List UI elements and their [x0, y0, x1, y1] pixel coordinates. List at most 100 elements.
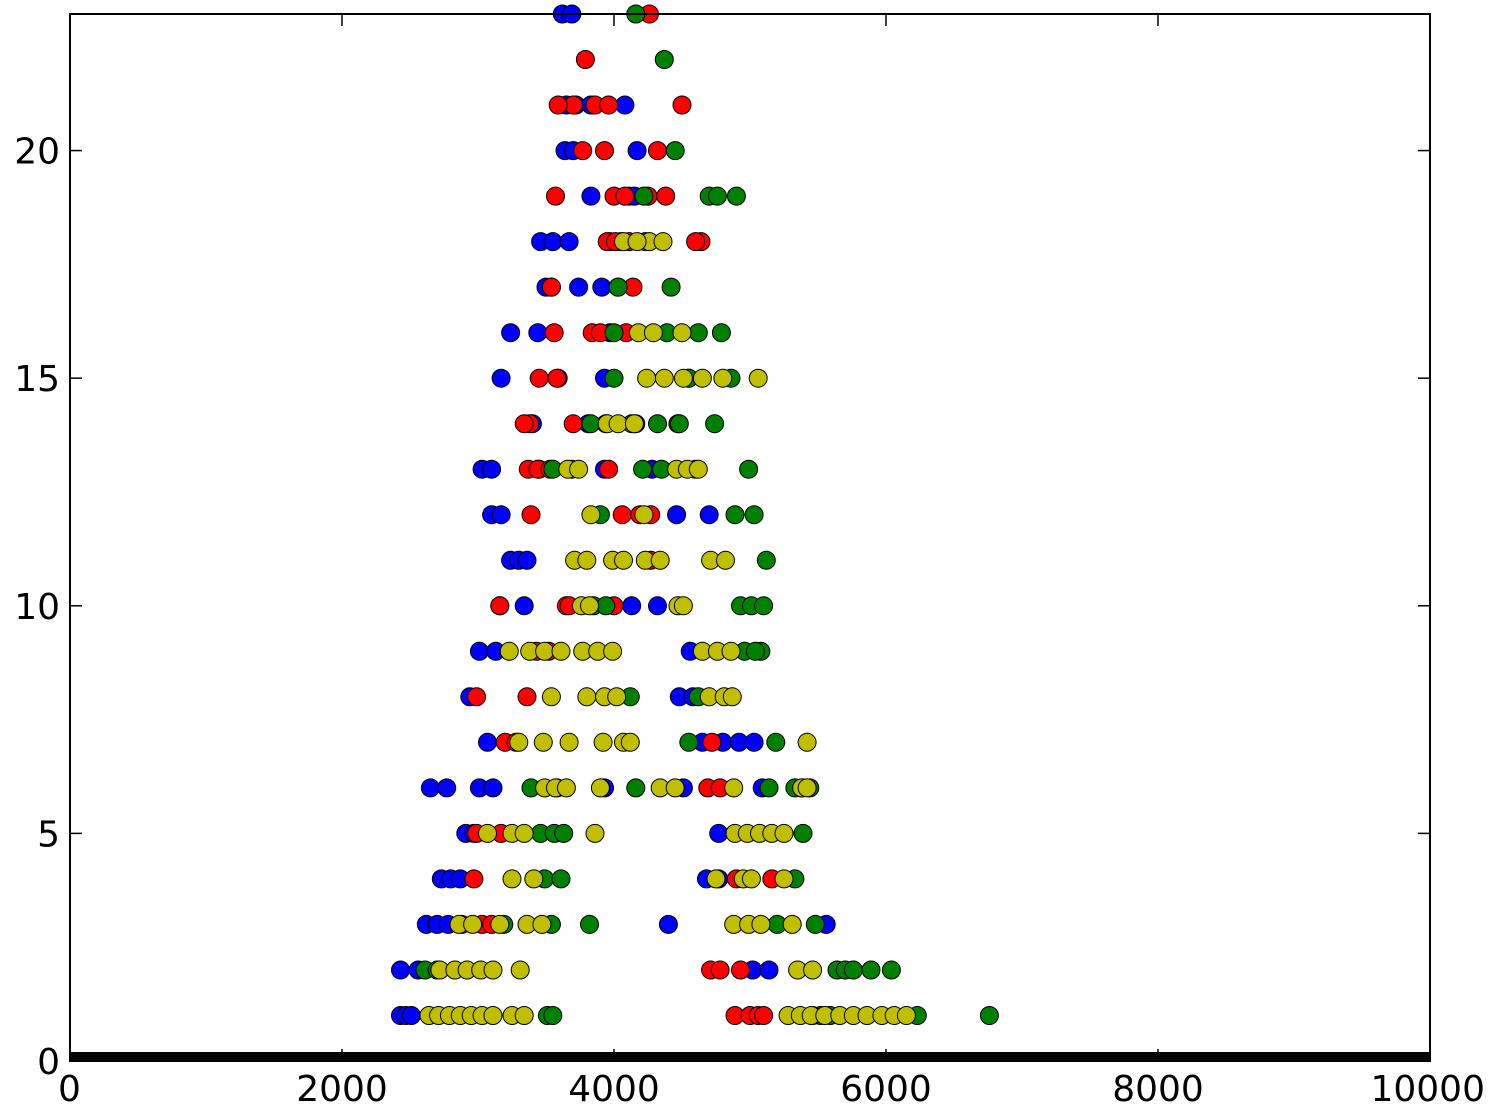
data-point-s2-11 — [843, 960, 863, 980]
axis-tick-labels: 0 2000 4000 6000 8000 10000 0 5 10 15 20 — [14, 132, 1485, 1108]
data-point-s3-45 — [585, 823, 605, 843]
data-point-s1-39 — [563, 414, 583, 434]
data-point-s2-41 — [596, 596, 616, 616]
data-point-s0-50 — [482, 459, 502, 479]
data-point-s1-21 — [517, 687, 537, 707]
data-point-s0-23 — [483, 778, 503, 798]
data-point-s2-32 — [759, 778, 779, 798]
data-point-s2-44 — [754, 596, 774, 616]
y-tick-label-4: 20 — [14, 132, 60, 173]
y-tick-label-1: 5 — [37, 814, 60, 855]
data-point-s0-3 — [391, 960, 410, 980]
data-point-s1-62 — [595, 141, 614, 161]
data-point-s0-2 — [401, 1006, 421, 1025]
data-point-s1-43 — [544, 323, 564, 343]
data-point-s1-68 — [672, 95, 692, 115]
data-point-s3-65 — [620, 732, 640, 752]
data-points — [391, 4, 999, 1025]
data-point-s2-72 — [707, 186, 727, 206]
data-point-s2-45 — [756, 550, 776, 570]
data-point-s0-39 — [514, 596, 534, 616]
data-point-s3-77 — [551, 641, 571, 661]
data-point-s0-27 — [478, 732, 497, 752]
data-point-s3-106 — [673, 368, 693, 388]
data-point-s2-51 — [633, 459, 653, 479]
data-point-s2-61 — [604, 368, 624, 388]
data-point-s0-47 — [667, 505, 687, 525]
data-point-s2-66 — [688, 323, 708, 343]
data-point-s3-26 — [803, 960, 823, 980]
data-point-s3-68 — [577, 687, 597, 707]
data-point-s0-35 — [469, 641, 489, 661]
data-point-s2-69 — [661, 277, 681, 297]
data-point-s3-60 — [509, 732, 529, 752]
data-point-s1-67 — [548, 95, 568, 115]
data-point-s3-113 — [643, 323, 663, 343]
y-tick-label-3: 15 — [14, 359, 60, 400]
data-point-s1-40 — [529, 368, 549, 388]
data-point-s3-40 — [741, 869, 761, 889]
data-point-s3-38 — [706, 869, 726, 889]
data-point-s3-87 — [673, 596, 693, 616]
data-point-s3-70 — [607, 687, 627, 707]
data-point-s1-30 — [612, 505, 632, 525]
x-tick-label-3: 6000 — [840, 1069, 932, 1108]
data-point-s3-8 — [514, 1006, 534, 1025]
data-point-s0-78 — [627, 141, 647, 161]
data-point-s3-57 — [724, 778, 744, 798]
data-point-s0-20 — [420, 778, 440, 798]
data-point-s0-31 — [744, 732, 764, 752]
data-point-s2-6 — [543, 1006, 563, 1025]
data-point-s0-10 — [658, 914, 678, 934]
data-point-s3-18 — [896, 1006, 916, 1025]
data-point-s1-66 — [599, 95, 619, 115]
data-point-s3-42 — [478, 823, 497, 843]
data-point-s0-61 — [501, 323, 521, 343]
data-point-s2-34 — [766, 732, 786, 752]
x-tick-label-2: 4000 — [568, 1069, 660, 1108]
y-tick-label-0: 0 — [37, 1042, 60, 1083]
data-point-s3-114 — [672, 323, 692, 343]
x-tick-label-1: 2000 — [296, 1069, 388, 1108]
data-point-s1-24 — [490, 596, 510, 616]
data-point-s2-28 — [626, 778, 646, 798]
data-point-s0-6 — [759, 960, 779, 980]
data-point-s0-58 — [491, 368, 511, 388]
data-point-s3-24 — [510, 960, 530, 980]
data-point-s2-33 — [679, 732, 699, 752]
data-point-s3-80 — [603, 641, 623, 661]
data-point-s3-23 — [483, 960, 503, 980]
data-point-s0-69 — [543, 232, 563, 252]
data-point-s3-97 — [634, 505, 654, 525]
data-point-s3-29 — [490, 914, 510, 934]
data-point-s3-105 — [624, 414, 644, 434]
data-point-s3-54 — [590, 778, 610, 798]
data-point-s0-62 — [528, 323, 548, 343]
data-point-s3-93 — [650, 550, 670, 570]
data-point-s3-6 — [483, 1006, 503, 1025]
data-point-s2-24 — [554, 823, 574, 843]
data-point-s3-35 — [782, 914, 802, 934]
data-point-s1-55 — [686, 232, 706, 252]
data-point-s1-56 — [546, 186, 565, 206]
data-point-s3-41 — [774, 869, 794, 889]
data-point-s1-6 — [731, 960, 750, 980]
data-point-s3-73 — [722, 687, 742, 707]
data-point-s3-96 — [581, 505, 601, 525]
data-point-s1-5 — [710, 960, 730, 980]
data-point-s3-37 — [524, 869, 544, 889]
data-point-s0-82 — [615, 95, 635, 115]
data-point-s2-55 — [581, 414, 601, 434]
baseline-band — [70, 1052, 1430, 1061]
data-point-s3-36 — [502, 869, 522, 889]
data-point-s2-73 — [634, 186, 654, 206]
data-point-s2-17 — [805, 914, 825, 934]
data-point-s1-58 — [615, 186, 635, 206]
data-point-s0-44 — [517, 550, 537, 570]
y-tick-label-2: 10 — [14, 587, 60, 628]
data-point-s0-48 — [699, 505, 719, 525]
data-point-s3-53 — [556, 778, 576, 798]
data-point-s2-20 — [551, 869, 571, 889]
data-point-s1-61 — [573, 141, 593, 161]
